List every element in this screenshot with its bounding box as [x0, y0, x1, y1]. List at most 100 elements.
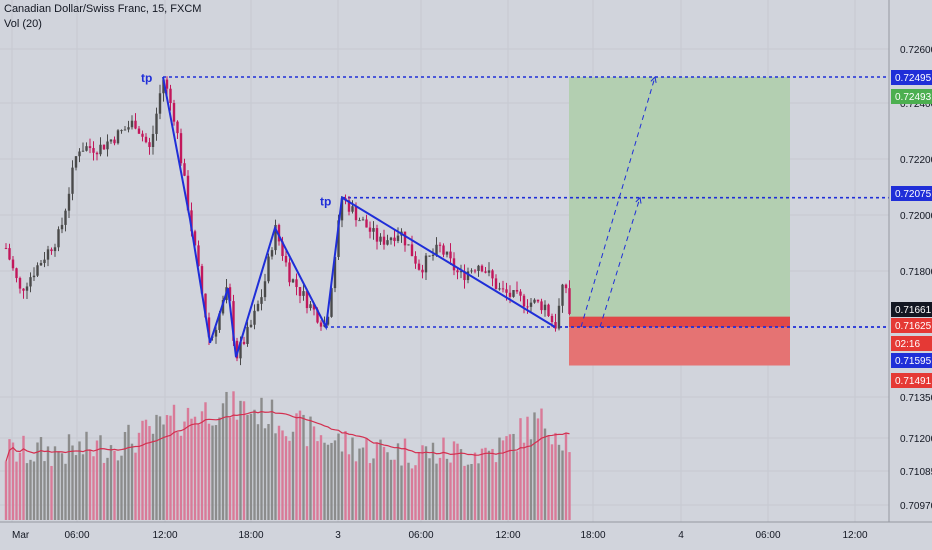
candle-body[interactable]: [85, 146, 88, 151]
candle-body[interactable]: [165, 79, 169, 89]
candle-body[interactable]: [309, 304, 312, 309]
candle-body[interactable]: [410, 244, 414, 257]
candle-body[interactable]: [424, 255, 428, 273]
candle-body[interactable]: [333, 256, 337, 289]
candle-body[interactable]: [568, 288, 571, 314]
candle-body[interactable]: [67, 193, 71, 211]
candle-body[interactable]: [361, 219, 365, 221]
candle-body[interactable]: [151, 133, 155, 147]
candle-body[interactable]: [18, 278, 22, 289]
candle-body[interactable]: [375, 228, 379, 242]
candle-body[interactable]: [340, 198, 344, 221]
candle-body[interactable]: [186, 175, 190, 211]
candle-body[interactable]: [393, 237, 396, 242]
candle-body[interactable]: [127, 127, 130, 130]
candle-body[interactable]: [347, 200, 351, 212]
candle-body[interactable]: [246, 326, 249, 344]
annotation-label[interactable]: tp: [141, 71, 152, 85]
candle-body[interactable]: [494, 278, 498, 289]
candle-body[interactable]: [242, 341, 246, 344]
candle-body[interactable]: [491, 270, 494, 279]
candle-body[interactable]: [319, 322, 323, 327]
candle-body[interactable]: [144, 136, 148, 143]
candle-body[interactable]: [466, 271, 470, 281]
candle-body[interactable]: [438, 244, 442, 246]
candle-body[interactable]: [564, 284, 568, 289]
candle-body[interactable]: [207, 317, 211, 338]
candle-body[interactable]: [288, 262, 291, 283]
candle-body[interactable]: [92, 148, 95, 153]
candle-body[interactable]: [235, 340, 239, 359]
candle-body[interactable]: [407, 244, 410, 246]
candle-body[interactable]: [88, 146, 92, 149]
candle-body[interactable]: [484, 271, 487, 273]
candle-body[interactable]: [543, 304, 547, 311]
candle-body[interactable]: [445, 251, 449, 255]
candle-body[interactable]: [389, 237, 393, 241]
candle-body[interactable]: [183, 163, 186, 176]
candle-body[interactable]: [274, 224, 277, 251]
candle-body[interactable]: [508, 292, 512, 297]
candle-body[interactable]: [284, 255, 288, 263]
candle-body[interactable]: [137, 128, 141, 134]
candle-body[interactable]: [358, 220, 361, 222]
candle-body[interactable]: [354, 206, 358, 221]
candle-body[interactable]: [260, 297, 263, 304]
candle-body[interactable]: [421, 269, 424, 273]
candle-body[interactable]: [515, 290, 519, 292]
candle-body[interactable]: [550, 315, 554, 322]
candle-body[interactable]: [330, 288, 333, 317]
candle-body[interactable]: [39, 263, 43, 266]
candle-body[interactable]: [169, 88, 172, 104]
projection-arrow[interactable]: [580, 76, 656, 328]
candle-body[interactable]: [449, 251, 452, 259]
candle-body[interactable]: [547, 304, 550, 316]
candle-body[interactable]: [179, 133, 183, 164]
candle-body[interactable]: [155, 113, 158, 134]
annotation-label[interactable]: tp: [320, 195, 331, 209]
candle-body[interactable]: [172, 103, 176, 122]
candle-body[interactable]: [141, 133, 144, 137]
projection-arrow[interactable]: [599, 197, 641, 328]
candle-body[interactable]: [158, 93, 162, 114]
volume-indicator-title[interactable]: Vol (20): [4, 18, 42, 30]
candle-body[interactable]: [281, 241, 284, 256]
candle-body[interactable]: [487, 270, 491, 273]
candle-body[interactable]: [396, 235, 400, 242]
candle-body[interactable]: [25, 286, 29, 291]
candle-body[interactable]: [53, 247, 57, 252]
candle-body[interactable]: [452, 258, 456, 271]
candle-body[interactable]: [386, 240, 389, 245]
candle-body[interactable]: [529, 302, 533, 307]
candle-body[interactable]: [277, 224, 281, 242]
candle-body[interactable]: [540, 301, 543, 311]
candle-body[interactable]: [253, 310, 256, 325]
candle-body[interactable]: [197, 245, 200, 267]
candle-body[interactable]: [302, 291, 305, 296]
candle-body[interactable]: [46, 249, 50, 260]
candle-body[interactable]: [95, 152, 99, 155]
pattern-line[interactable]: [162, 76, 556, 358]
time-axis[interactable]: Mar 06:00 12:00 18:00 3 06:00 12:00 18:00 4 06:00…: [12, 530, 868, 541]
candle-body[interactable]: [456, 270, 459, 273]
candle-body[interactable]: [351, 206, 354, 212]
candle-body[interactable]: [32, 275, 36, 278]
stop-zone-upper[interactable]: [569, 316, 790, 328]
candle-body[interactable]: [99, 144, 102, 155]
candle-body[interactable]: [15, 268, 18, 279]
candle-body[interactable]: [50, 249, 53, 252]
candle-body[interactable]: [519, 291, 522, 296]
candle-body[interactable]: [263, 281, 267, 298]
candle-body[interactable]: [512, 290, 515, 297]
candle-body[interactable]: [291, 279, 295, 283]
candle-body[interactable]: [463, 271, 466, 281]
candle-body[interactable]: [8, 248, 11, 260]
candle-body[interactable]: [557, 305, 561, 329]
candle-body[interactable]: [218, 313, 221, 330]
candle-body[interactable]: [148, 142, 151, 147]
candle-body[interactable]: [403, 231, 407, 246]
candle-body[interactable]: [267, 256, 270, 282]
candle-body[interactable]: [428, 255, 431, 257]
candle-body[interactable]: [431, 254, 435, 256]
candle-body[interactable]: [256, 303, 260, 311]
